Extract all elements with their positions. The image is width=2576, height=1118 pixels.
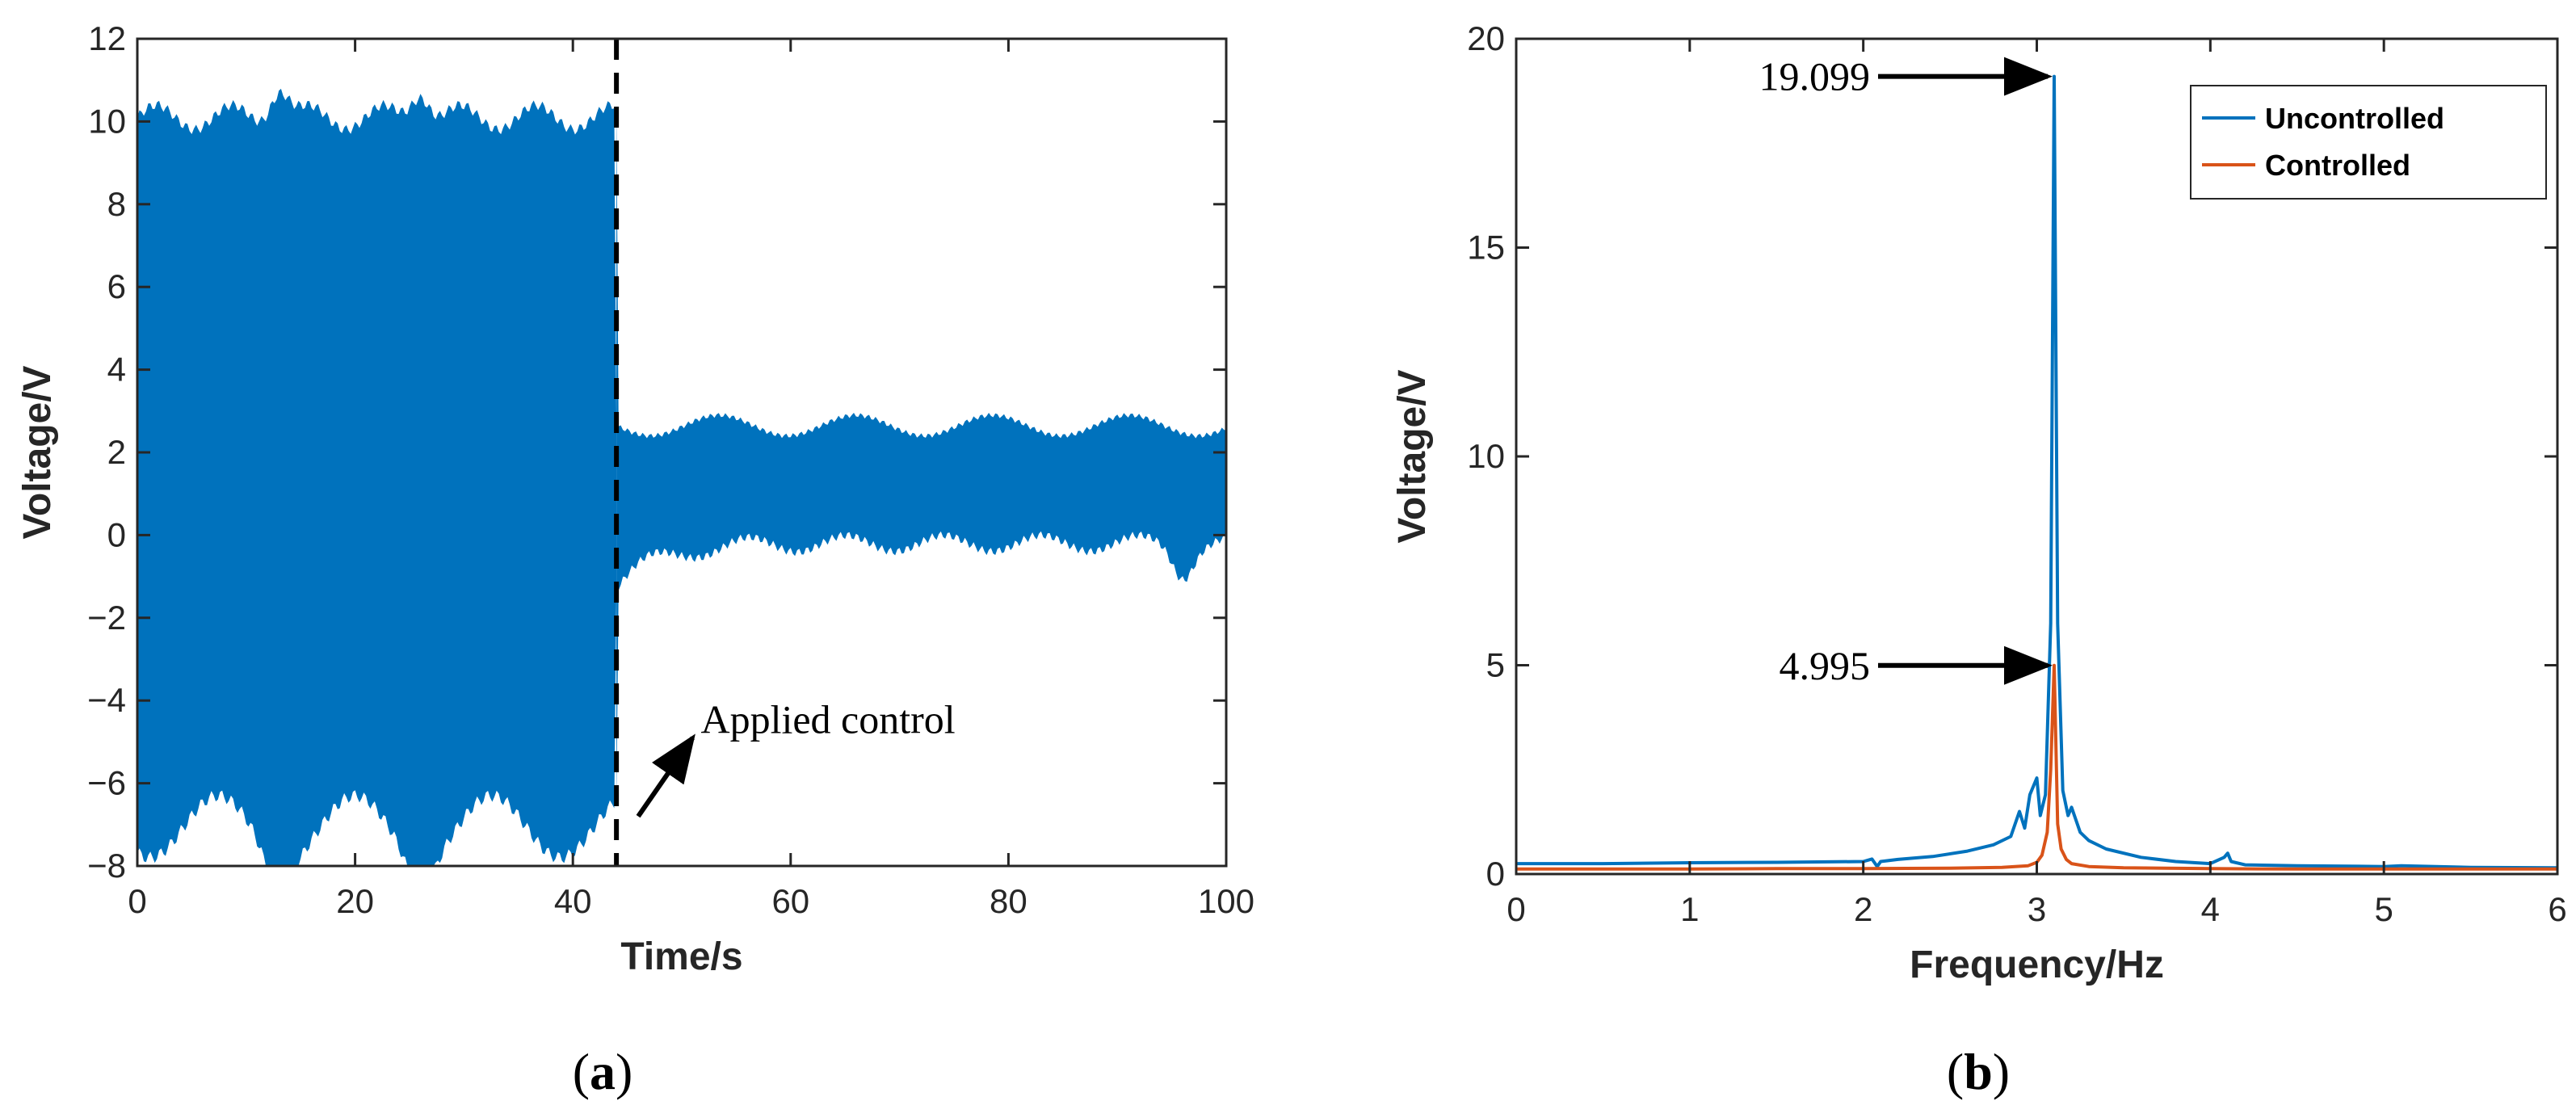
series-line-controlled <box>1516 663 2557 871</box>
x-tick-label: 100 <box>1198 882 1254 920</box>
x-tick-label: 20 <box>336 882 374 920</box>
legend-label-controlled: Controlled <box>2265 149 2410 182</box>
y-tick-label: 10 <box>1467 437 1505 475</box>
panel-a-caption-letter: a <box>590 1043 616 1100</box>
legend-label-uncontrolled: Uncontrolled <box>2265 102 2444 135</box>
panel-b-ticks: 0 1 2 3 4 5 6 0 5 10 15 20 <box>1467 19 2566 928</box>
y-tick-label: −4 <box>87 681 126 719</box>
y-tick-label: 0 <box>107 515 126 553</box>
y-tick-label: 15 <box>1467 229 1505 267</box>
x-tick-label: 0 <box>128 882 146 920</box>
y-tick-label: 10 <box>88 102 126 140</box>
x-tick-label: 0 <box>1507 890 1525 928</box>
y-tick-label: 4 <box>107 351 126 389</box>
x-tick-label: 2 <box>1854 890 1872 928</box>
y-tick-label: −8 <box>87 847 126 885</box>
peak-annotation-controlled: 4.995 <box>1779 643 1870 688</box>
y-tick-label: 2 <box>107 433 126 471</box>
x-tick-label: 5 <box>2374 890 2393 928</box>
x-tick-label: 6 <box>2548 890 2566 928</box>
panel-b-caption-letter: b <box>1964 1043 1993 1100</box>
series-line-uncontrolled <box>1516 74 2558 870</box>
panel-b-annotations: 19.099 4.995 <box>1759 54 2053 688</box>
y-tick-label: −6 <box>87 764 126 802</box>
panel-a-annotations: Applied control <box>636 696 956 818</box>
panel-b-y-axis-label: Voltage/V <box>1391 369 1434 543</box>
peak-annotation-uncontrolled: 19.099 <box>1759 54 1870 99</box>
panel-b-chart: 0 1 2 3 4 5 6 0 5 10 15 20 19.099 4.995 Uncontrolle… <box>1391 19 2567 1100</box>
x-tick-label: 1 <box>1680 890 1699 928</box>
panel-a-data-layer <box>137 39 1226 866</box>
y-tick-label: 5 <box>1486 646 1505 684</box>
y-tick-label: 8 <box>107 185 126 223</box>
applied-control-annotation: Applied control <box>700 696 955 742</box>
panel-a-x-axis-label: Time/s <box>620 935 742 978</box>
signal-before-control <box>137 88 617 866</box>
panel-b-x-axis-label: Frequency/Hz <box>1910 944 2164 986</box>
y-tick-label: −2 <box>87 599 126 637</box>
signal-after-control <box>616 102 1226 804</box>
x-tick-label: 60 <box>771 882 809 920</box>
x-tick-label: 3 <box>2028 890 2046 928</box>
panel-b-caption: (b) <box>1947 1043 2010 1100</box>
y-tick-label: 20 <box>1467 19 1505 57</box>
panel-a-chart: 0 20 40 60 80 100 −8 −6 −4 −2 0 2 4 6 8 10 12 Applied co… <box>16 19 1254 1100</box>
y-tick-label: 0 <box>1486 855 1505 893</box>
applied-control-arrow <box>636 733 695 818</box>
panel-b-data-layer <box>1516 74 2558 871</box>
panel-a-ticks: 0 20 40 60 80 100 −8 −6 −4 −2 0 2 4 6 8 10 12 <box>87 19 1254 920</box>
x-tick-label: 40 <box>554 882 592 920</box>
y-tick-label: 6 <box>107 267 126 305</box>
panel-a-caption: (a) <box>573 1043 633 1100</box>
panel-a-y-axis-label: Voltage/V <box>16 365 59 539</box>
panel-b-legend: Uncontrolled Controlled <box>2190 85 2547 200</box>
legend-box <box>2190 85 2547 200</box>
x-tick-label: 4 <box>2201 890 2220 928</box>
y-tick-label: 12 <box>88 19 126 57</box>
x-tick-label: 80 <box>990 882 1027 920</box>
